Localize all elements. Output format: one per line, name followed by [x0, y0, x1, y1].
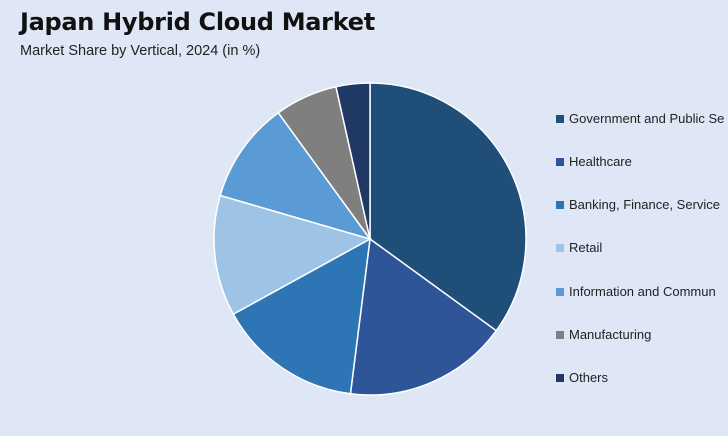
- legend-item: Government and Public Se: [556, 111, 724, 126]
- legend-swatch: [556, 243, 564, 252]
- legend-item: Banking, Finance, Service: [556, 197, 720, 212]
- pie-slice-government-and-public-sector: [369, 82, 527, 332]
- legend-swatch: [556, 200, 564, 209]
- pie-slice-others: [335, 82, 371, 240]
- legend-label: Information and Commun: [569, 284, 716, 299]
- pie-slice-healthcare: [349, 237, 498, 396]
- pie-slice-retail: [213, 194, 372, 316]
- legend-label: Banking, Finance, Service: [569, 197, 721, 212]
- chart-title: Japan Hybrid Cloud Market: [20, 8, 375, 36]
- legend-item: Retail: [556, 240, 602, 255]
- legend-label: Government and Public Se: [569, 111, 725, 126]
- legend-item: Manufacturing: [556, 327, 651, 342]
- legend-label: Manufacturing: [569, 327, 652, 342]
- legend-item: Information and Commun: [556, 284, 716, 299]
- legend-label: Others: [569, 370, 609, 385]
- legend-swatch: [556, 373, 564, 382]
- chart-legend: Government and Public Se Healthcare Bankin…: [556, 0, 728, 436]
- legend-item: Healthcare: [556, 154, 632, 169]
- legend-label: Healthcare: [569, 154, 632, 169]
- legend-label: Retail: [569, 240, 603, 255]
- legend-swatch: [556, 114, 564, 123]
- chart-subtitle: Market Share by Vertical, 2024 (in %): [20, 43, 261, 59]
- legend-item: Others: [556, 370, 608, 385]
- legend-swatch: [556, 157, 564, 166]
- legend-swatch: [556, 287, 564, 296]
- pie-slice-information-and-communication: [219, 111, 372, 241]
- legend-swatch: [556, 330, 564, 339]
- pie-slice-banking-finance-services: [232, 237, 371, 395]
